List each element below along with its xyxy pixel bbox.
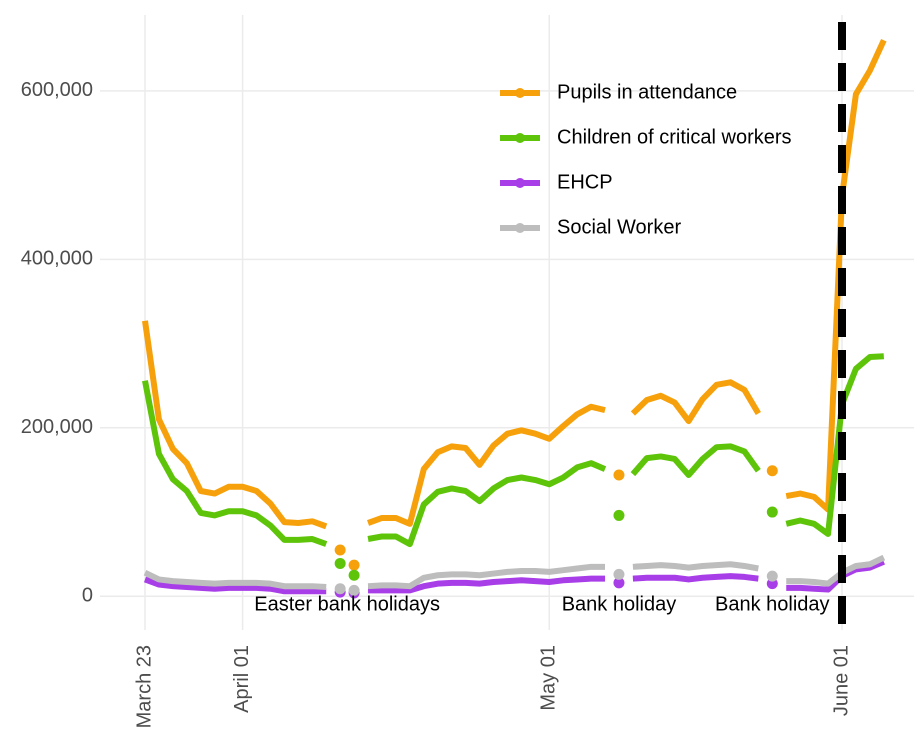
- series-line: [142, 380, 328, 547]
- series-line: [786, 558, 885, 593]
- holiday-point: [334, 583, 346, 595]
- holiday-point: [348, 584, 360, 596]
- series-line: [367, 460, 607, 548]
- annotation: Easter bank holidays: [254, 593, 440, 615]
- legend-swatch: [515, 223, 525, 233]
- series-line: [785, 353, 885, 537]
- series-line: [630, 443, 761, 478]
- y-tick-label: 0: [82, 585, 93, 607]
- series-line: [630, 379, 761, 425]
- series-line: [143, 576, 327, 595]
- legend-label: Pupils in attendance: [557, 81, 737, 103]
- annotation: Bank holiday: [715, 593, 830, 615]
- legend-label: EHCP: [557, 171, 613, 193]
- x-tick-label: June 01: [830, 645, 852, 716]
- series-line: [142, 320, 328, 530]
- holiday-point: [613, 577, 625, 589]
- y-tick-label: 600,000: [21, 79, 93, 101]
- legend-swatch: [515, 178, 525, 188]
- holiday-point: [348, 559, 360, 571]
- holiday-point: [334, 544, 346, 556]
- series-line: [632, 561, 759, 572]
- holiday-point: [334, 557, 346, 569]
- holiday-point: [348, 569, 360, 581]
- legend-swatch: [515, 133, 525, 143]
- holiday-point: [613, 469, 625, 481]
- legend-label: Social Worker: [557, 216, 681, 238]
- series-line: [785, 39, 887, 513]
- series-line: [786, 554, 886, 587]
- legend-label: Children of critical workers: [557, 126, 792, 148]
- series-line: [368, 575, 606, 594]
- x-tick-label: April 01: [231, 645, 253, 713]
- series-line: [367, 563, 606, 590]
- holiday-point: [766, 465, 778, 477]
- y-tick-label: 200,000: [21, 416, 93, 438]
- series-line: [143, 570, 327, 591]
- holiday-point: [766, 570, 778, 582]
- holiday-point: [766, 506, 778, 518]
- legend-swatch: [515, 88, 525, 98]
- series-line: [632, 573, 759, 583]
- holiday-point: [613, 509, 625, 521]
- series-line: [367, 403, 606, 527]
- x-tick-label: March 23: [133, 645, 155, 728]
- holiday-point: [766, 578, 778, 590]
- x-tick-label: May 01: [538, 645, 560, 711]
- annotation: Bank holiday: [562, 593, 677, 615]
- y-tick-label: 400,000: [21, 248, 93, 270]
- holiday-point: [613, 568, 625, 580]
